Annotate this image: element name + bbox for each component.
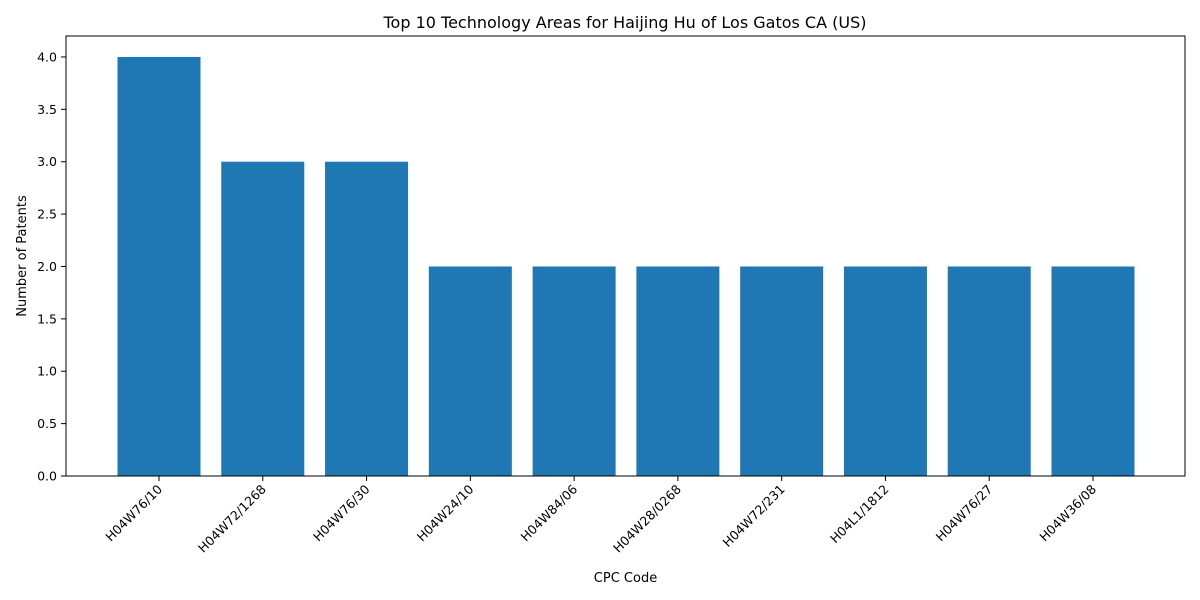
bars-group xyxy=(118,57,1135,476)
x-axis-label: CPC Code xyxy=(594,571,657,586)
y-axis: 0.0 0.5 1.0 1.5 2.0 2.5 3.0 3.5 4.0 xyxy=(37,49,66,483)
bar-H04W72/1268 xyxy=(221,162,304,476)
y-tick-label: 4.0 xyxy=(37,49,57,64)
chart-title: Top 10 Technology Areas for Haijing Hu o… xyxy=(383,13,867,32)
bar-H04W28/0268 xyxy=(636,266,719,476)
y-tick-label: 3.5 xyxy=(37,102,57,117)
x-tick-label: H04W76/30 xyxy=(310,481,373,544)
y-tick-label: 1.5 xyxy=(37,311,57,326)
x-tick-label: H04W76/27 xyxy=(933,482,996,545)
y-tick-label: 0.5 xyxy=(37,416,57,431)
bar-H04W76/27 xyxy=(948,266,1031,476)
x-tick-label: H04W72/231 xyxy=(719,482,787,550)
x-tick-label: H04W72/1268 xyxy=(195,481,269,555)
bar-H04W84/06 xyxy=(533,266,616,476)
bar-H04L1/1812 xyxy=(844,266,927,476)
x-tick-label: H04W76/10 xyxy=(102,481,165,544)
x-axis: H04W76/10 H04W72/1268 H04W76/30 H04W24/10 H0… xyxy=(102,476,1099,555)
y-tick-label: 1.0 xyxy=(37,364,57,379)
x-tick-label: H04W28/0268 xyxy=(610,481,684,555)
y-tick-label: 0.0 xyxy=(37,469,57,484)
bar-H04W36/08 xyxy=(1052,266,1135,476)
bar-H04W24/10 xyxy=(429,266,512,476)
x-tick-label: H04W24/10 xyxy=(414,481,477,544)
x-tick-label: H04W84/06 xyxy=(518,481,581,544)
x-tick-label: H04W36/08 xyxy=(1036,481,1099,544)
bar-H04W76/10 xyxy=(118,57,201,476)
bar-H04W72/231 xyxy=(740,266,823,476)
y-tick-label: 3.0 xyxy=(37,154,57,169)
bar-H04W76/30 xyxy=(325,162,408,476)
x-tick-label: H04L1/1812 xyxy=(827,482,892,547)
y-axis-label: Number of Patents xyxy=(15,195,30,317)
y-tick-label: 2.5 xyxy=(37,207,57,222)
y-tick-label: 2.0 xyxy=(37,259,57,274)
